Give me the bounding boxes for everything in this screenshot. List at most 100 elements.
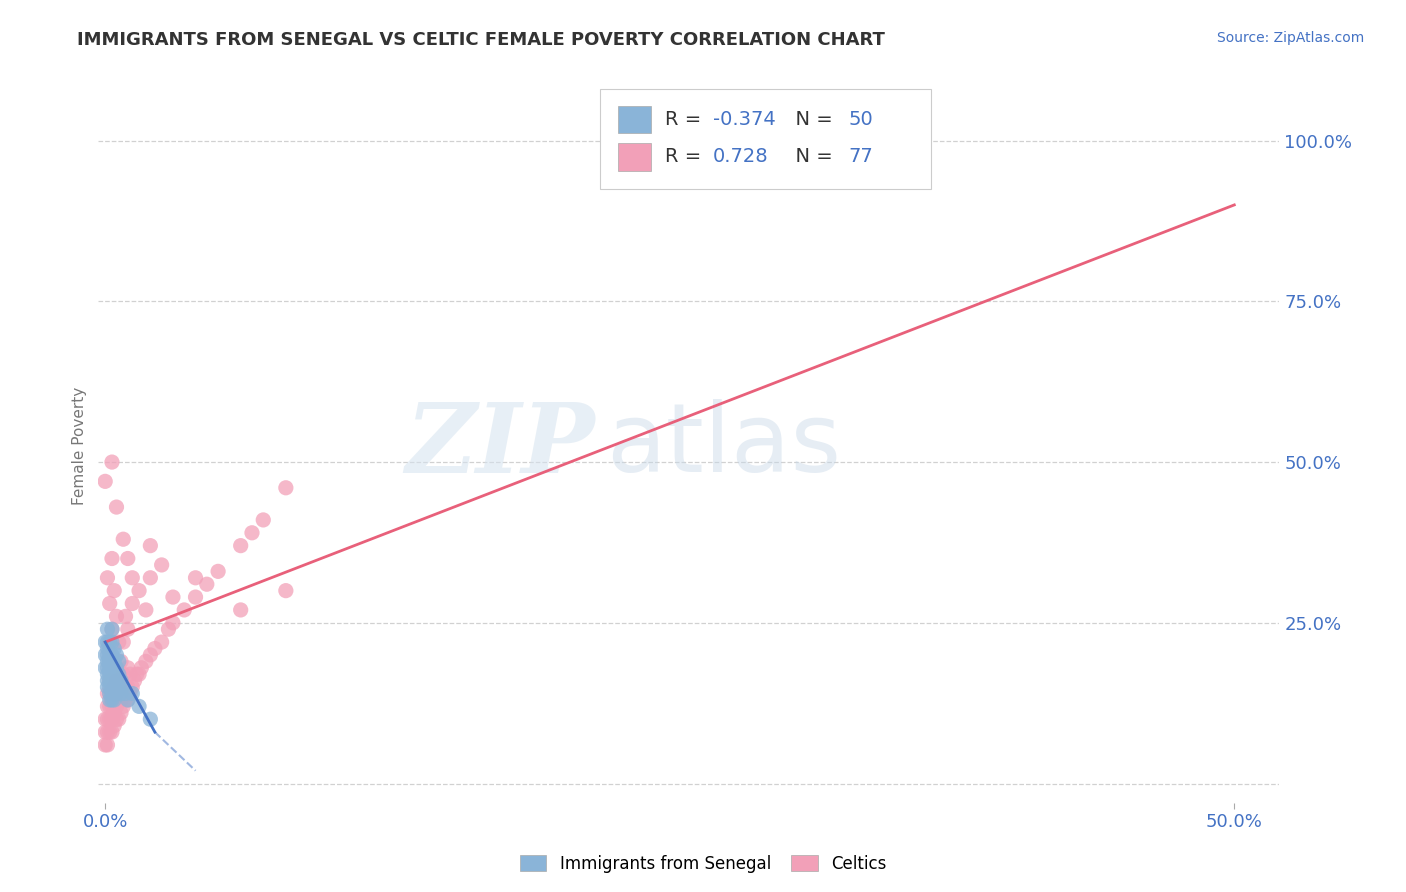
Point	[105, 712, 128, 726]
Point	[110, 673, 132, 688]
Point	[101, 673, 124, 688]
Point	[96, 712, 118, 726]
Point	[103, 680, 125, 694]
Point	[131, 661, 153, 675]
Y-axis label: Female Poverty: Female Poverty	[72, 387, 87, 505]
Point	[229, 603, 252, 617]
Point	[112, 667, 135, 681]
Point	[101, 693, 124, 707]
Point	[105, 500, 128, 514]
Point	[105, 648, 128, 662]
Text: 0.728: 0.728	[713, 147, 768, 167]
Point	[229, 539, 252, 553]
Point	[101, 712, 124, 726]
Text: R =: R =	[665, 147, 707, 167]
Point	[124, 673, 146, 688]
Point	[94, 738, 117, 752]
Point	[112, 680, 135, 694]
Point	[94, 475, 117, 489]
Point	[96, 648, 118, 662]
Point	[98, 712, 121, 726]
Point	[117, 551, 139, 566]
Text: atlas: atlas	[606, 400, 841, 492]
Text: Source: ZipAtlas.com: Source: ZipAtlas.com	[1216, 31, 1364, 45]
Point	[94, 712, 117, 726]
Point	[101, 661, 124, 675]
Text: ZIP: ZIP	[405, 399, 595, 493]
Point	[96, 654, 118, 668]
Point	[128, 667, 150, 681]
Point	[101, 648, 124, 662]
Point	[150, 635, 173, 649]
Point	[103, 706, 125, 720]
Point	[107, 680, 129, 694]
Point	[110, 686, 132, 700]
Point	[150, 558, 173, 572]
Point	[135, 654, 157, 668]
Point	[98, 673, 121, 688]
Point	[117, 693, 139, 707]
Point	[105, 686, 128, 700]
Point	[107, 654, 129, 668]
Point	[96, 622, 118, 636]
Point	[162, 615, 184, 630]
Point	[98, 686, 121, 700]
Point	[101, 699, 124, 714]
Point	[195, 577, 218, 591]
Point	[105, 673, 128, 688]
Point	[107, 712, 129, 726]
Point	[96, 571, 118, 585]
Point	[101, 455, 124, 469]
Point	[157, 622, 180, 636]
Point	[98, 680, 121, 694]
Point	[112, 699, 135, 714]
Point	[94, 635, 117, 649]
Point	[184, 571, 207, 585]
Point	[121, 597, 143, 611]
Point	[98, 635, 121, 649]
Point	[98, 648, 121, 662]
Point	[101, 686, 124, 700]
Point	[105, 699, 128, 714]
Point	[103, 654, 125, 668]
Point	[128, 583, 150, 598]
Point	[103, 583, 125, 598]
FancyBboxPatch shape	[619, 144, 651, 170]
Point	[135, 603, 157, 617]
Point	[103, 667, 125, 681]
Point	[162, 590, 184, 604]
Point	[105, 609, 128, 624]
Point	[101, 680, 124, 694]
Point	[103, 693, 125, 707]
Point	[96, 686, 118, 700]
Point	[110, 673, 132, 688]
Point	[101, 635, 124, 649]
Point	[96, 661, 118, 675]
Point	[207, 565, 229, 579]
Point	[125, 667, 148, 681]
Point	[98, 686, 121, 700]
Text: R =: R =	[665, 111, 707, 129]
FancyBboxPatch shape	[619, 106, 651, 134]
Point	[98, 667, 121, 681]
Point	[121, 686, 143, 700]
Point	[103, 719, 125, 733]
Point	[96, 641, 118, 656]
Text: -0.374: -0.374	[713, 111, 775, 129]
Point	[98, 693, 121, 707]
Point	[101, 686, 124, 700]
Point	[139, 539, 162, 553]
Point	[98, 661, 121, 675]
Point	[96, 738, 118, 752]
Point	[173, 603, 195, 617]
Point	[103, 641, 125, 656]
Point	[110, 693, 132, 707]
Point	[274, 583, 297, 598]
Point	[114, 680, 136, 694]
Point	[98, 699, 121, 714]
Point	[117, 661, 139, 675]
Point	[118, 686, 141, 700]
Text: 50: 50	[848, 111, 873, 129]
Point	[98, 597, 121, 611]
Point	[96, 667, 118, 681]
